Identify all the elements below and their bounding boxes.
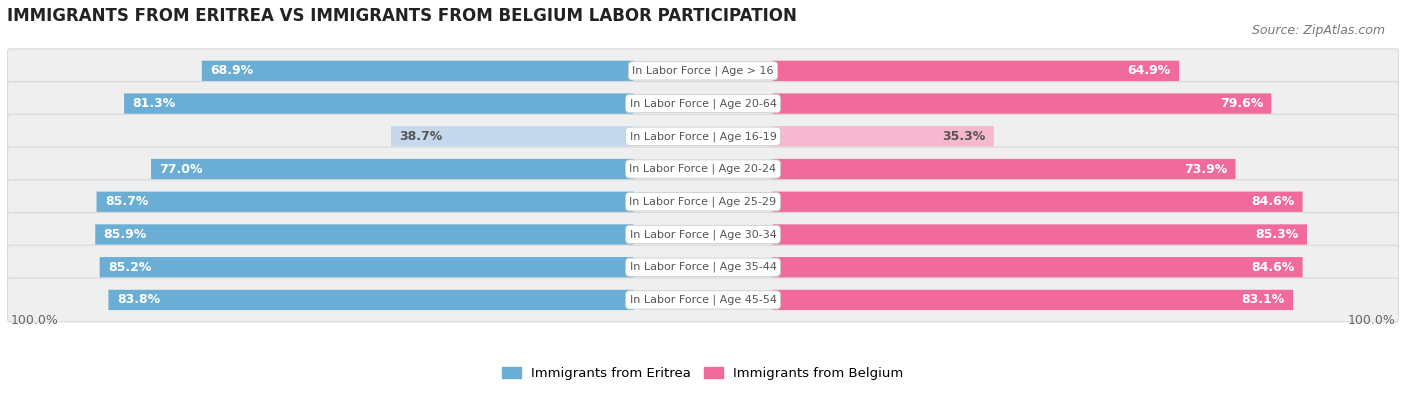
FancyBboxPatch shape <box>773 224 1308 245</box>
Text: 35.3%: 35.3% <box>942 130 986 143</box>
Text: In Labor Force | Age 45-54: In Labor Force | Age 45-54 <box>630 295 776 305</box>
FancyBboxPatch shape <box>7 180 1399 224</box>
Text: In Labor Force | Age 25-29: In Labor Force | Age 25-29 <box>630 196 776 207</box>
FancyBboxPatch shape <box>7 147 1399 191</box>
FancyBboxPatch shape <box>773 159 1236 179</box>
FancyBboxPatch shape <box>7 82 1399 126</box>
Text: 81.3%: 81.3% <box>132 97 176 110</box>
FancyBboxPatch shape <box>100 257 633 277</box>
FancyBboxPatch shape <box>96 224 633 245</box>
Text: 84.6%: 84.6% <box>1251 261 1295 274</box>
Text: 85.9%: 85.9% <box>104 228 146 241</box>
FancyBboxPatch shape <box>773 257 1302 277</box>
Text: In Labor Force | Age > 16: In Labor Force | Age > 16 <box>633 66 773 76</box>
Text: In Labor Force | Age 30-34: In Labor Force | Age 30-34 <box>630 229 776 240</box>
Text: 85.2%: 85.2% <box>108 261 152 274</box>
FancyBboxPatch shape <box>97 192 633 212</box>
Text: 77.0%: 77.0% <box>159 162 202 175</box>
Text: In Labor Force | Age 20-64: In Labor Force | Age 20-64 <box>630 98 776 109</box>
FancyBboxPatch shape <box>7 115 1399 158</box>
Text: 85.7%: 85.7% <box>105 195 148 208</box>
Text: 85.3%: 85.3% <box>1256 228 1299 241</box>
FancyBboxPatch shape <box>7 278 1399 322</box>
FancyBboxPatch shape <box>124 93 633 114</box>
FancyBboxPatch shape <box>773 290 1294 310</box>
FancyBboxPatch shape <box>7 245 1399 289</box>
Text: 83.1%: 83.1% <box>1241 293 1285 307</box>
Text: 79.6%: 79.6% <box>1219 97 1263 110</box>
Text: IMMIGRANTS FROM ERITREA VS IMMIGRANTS FROM BELGIUM LABOR PARTICIPATION: IMMIGRANTS FROM ERITREA VS IMMIGRANTS FR… <box>7 7 797 25</box>
FancyBboxPatch shape <box>391 126 633 147</box>
FancyBboxPatch shape <box>150 159 633 179</box>
FancyBboxPatch shape <box>773 192 1302 212</box>
FancyBboxPatch shape <box>202 61 633 81</box>
Text: In Labor Force | Age 20-24: In Labor Force | Age 20-24 <box>630 164 776 174</box>
FancyBboxPatch shape <box>773 126 994 147</box>
FancyBboxPatch shape <box>773 61 1180 81</box>
Text: 38.7%: 38.7% <box>399 130 443 143</box>
Text: 73.9%: 73.9% <box>1184 162 1227 175</box>
Text: 83.8%: 83.8% <box>117 293 160 307</box>
FancyBboxPatch shape <box>108 290 633 310</box>
Text: 100.0%: 100.0% <box>1348 314 1396 327</box>
Legend: Immigrants from Eritrea, Immigrants from Belgium: Immigrants from Eritrea, Immigrants from… <box>498 362 908 386</box>
Text: 68.9%: 68.9% <box>209 64 253 77</box>
FancyBboxPatch shape <box>7 49 1399 93</box>
Text: 100.0%: 100.0% <box>10 314 58 327</box>
Text: In Labor Force | Age 35-44: In Labor Force | Age 35-44 <box>630 262 776 273</box>
Text: 84.6%: 84.6% <box>1251 195 1295 208</box>
Text: 64.9%: 64.9% <box>1128 64 1171 77</box>
Text: In Labor Force | Age 16-19: In Labor Force | Age 16-19 <box>630 131 776 141</box>
FancyBboxPatch shape <box>7 213 1399 256</box>
Text: Source: ZipAtlas.com: Source: ZipAtlas.com <box>1251 24 1385 37</box>
FancyBboxPatch shape <box>773 93 1271 114</box>
